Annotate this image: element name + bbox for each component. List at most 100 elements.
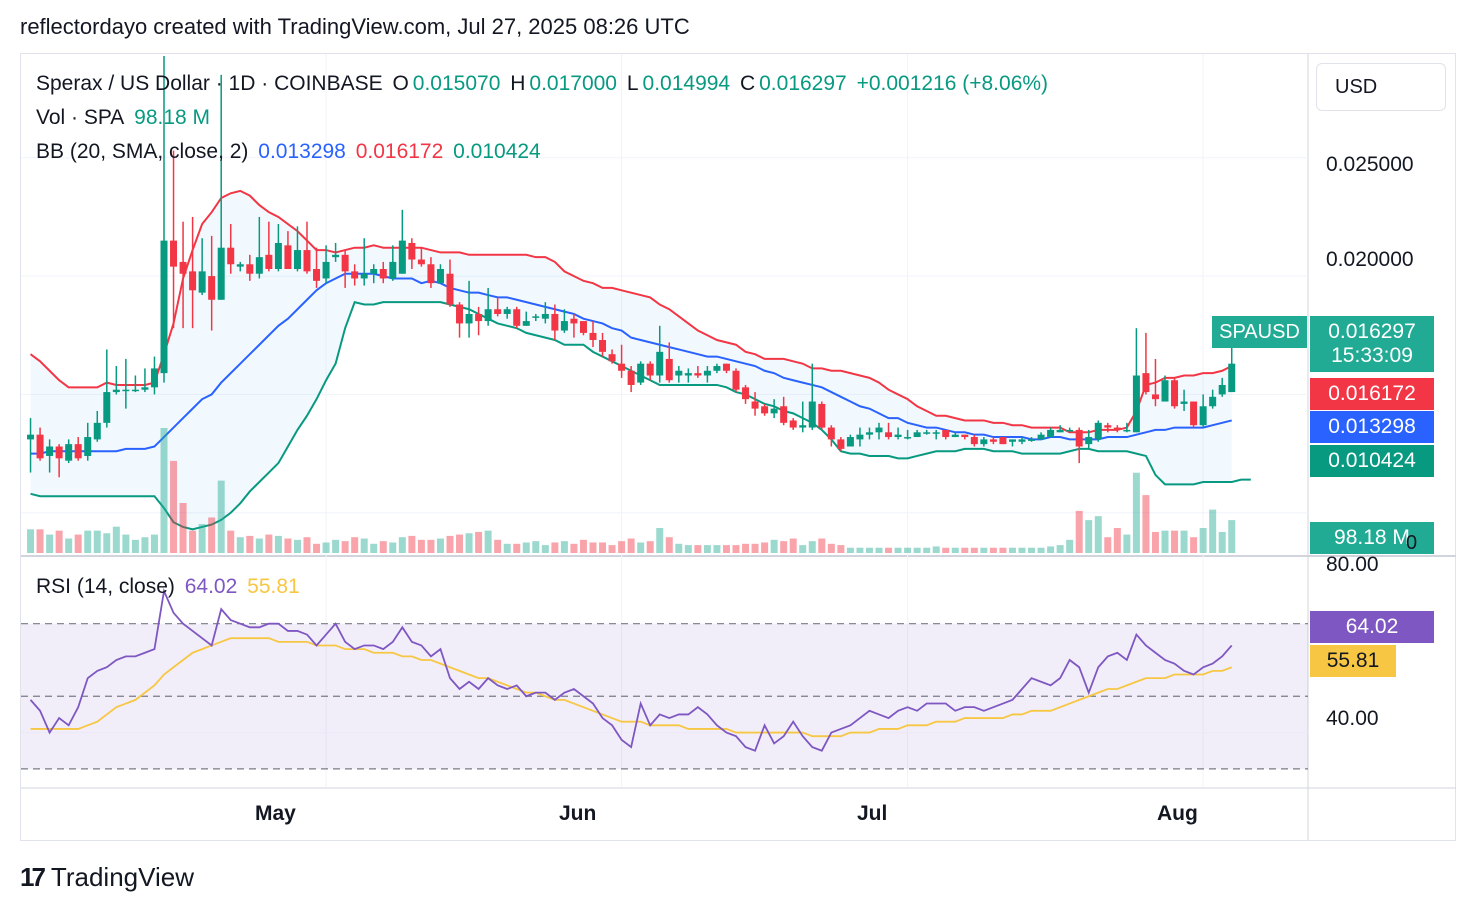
bb-legend[interactable]: BB (20, SMA, close, 2) 0.013298 0.016172… [36,140,545,164]
candle-body [370,269,378,274]
volume-bar [227,530,235,553]
volume-bar [332,539,340,553]
volume-bar [36,529,44,553]
candle-body [846,437,854,447]
candle-body [808,401,816,428]
volume-bar [1228,520,1236,553]
volume-bar [513,543,521,553]
volume-bar [93,530,101,553]
candle-body [551,313,559,331]
change-value: +0.001216 (+8.06%) [856,72,1049,95]
symbol-title[interactable]: Sperax / US Dollar · 1D · COINBASE [36,72,383,95]
candle-body [255,257,263,274]
rsi-legend[interactable]: RSI (14, close) 64.02 55.81 [36,575,304,599]
volume-bar [246,535,254,553]
volume-legend[interactable]: Vol · SPA 98.18 M [36,106,214,130]
bb-lower-value: 0.010424 [453,140,541,163]
candle-body [265,254,273,269]
volume-bar [684,545,692,553]
volume-bar [236,537,244,553]
candle-body [1075,429,1083,447]
volume-bar [589,542,597,553]
volume-bar [675,543,683,553]
candle-body [131,389,139,392]
candle-body [55,446,63,459]
volume-bar [1094,516,1102,553]
candle-body [713,366,721,371]
candle-body [27,434,35,440]
grid-layer [21,54,1456,840]
volume-bar [703,545,711,553]
volume-bar [665,537,673,553]
volume-bar [1066,539,1074,553]
volume-bar [74,534,82,553]
volume-bar [551,542,559,553]
volume-bar [942,547,950,553]
volume-bar [789,538,797,553]
volume-bar [799,545,807,553]
candle-body [227,247,235,265]
candle-body [751,401,759,409]
volume-zero-label: 0 [1406,532,1418,554]
candle-body [303,250,311,272]
candle-body [1151,394,1159,400]
bb-upper-value: 0.016172 [355,140,444,163]
candle-body [465,313,473,324]
candle-body [436,269,444,284]
volume-bar [808,541,816,553]
candles [27,56,1236,478]
candle-body [208,276,216,300]
candle-body [1104,425,1112,428]
candle-body [637,363,645,383]
volume-bar [856,547,864,553]
brand-name: TradingView [50,862,194,892]
candle-body [427,264,435,284]
volume-bar [150,534,158,553]
month-label-jun: Jun [559,802,597,825]
volume-bar [694,545,702,553]
volume-bar [1056,545,1064,553]
price-tick-label: 0.025000 [1326,153,1414,176]
volume-bars [27,428,1236,553]
candle-body [379,269,387,279]
volume-bar [1085,520,1093,553]
volume-bar [732,545,740,553]
volume-bar [722,545,730,553]
volume-bar [1047,546,1055,553]
candle-body [827,427,835,440]
candle-body [322,261,330,279]
price-tick-label: 0.020000 [1326,248,1414,271]
volume-bar [1142,495,1150,553]
candle-body [732,370,740,390]
candle-body [217,247,225,300]
volume-bar [265,534,273,553]
volume-bar [618,541,626,553]
volume-bar [160,428,168,553]
candle-body [761,406,769,414]
candle-body [1113,427,1121,430]
candle-body [656,351,664,376]
candle-body [293,250,301,269]
candle-body [150,368,158,388]
candle-body [865,432,873,435]
candle-body [475,313,483,322]
candle-body [618,363,626,371]
candle-body [198,271,206,293]
tradingview-logo[interactable]: 17 TradingView [20,862,194,893]
candle-body [1047,429,1055,438]
candle-body [522,321,530,326]
tradingview-logo-icon: 17 [20,862,46,892]
candle-body [875,427,883,433]
candle-body [284,245,292,269]
volume-bar [579,539,587,553]
volume-bar [65,538,73,553]
currency-button[interactable]: USD [1316,63,1446,111]
candle-body [885,432,893,438]
candle-body [799,425,807,428]
candle-body [313,269,321,281]
volume-bar [84,530,92,553]
candle-body [1199,406,1207,426]
bb-upper-line [29,189,1233,434]
low-value: 0.014994 [642,72,731,95]
